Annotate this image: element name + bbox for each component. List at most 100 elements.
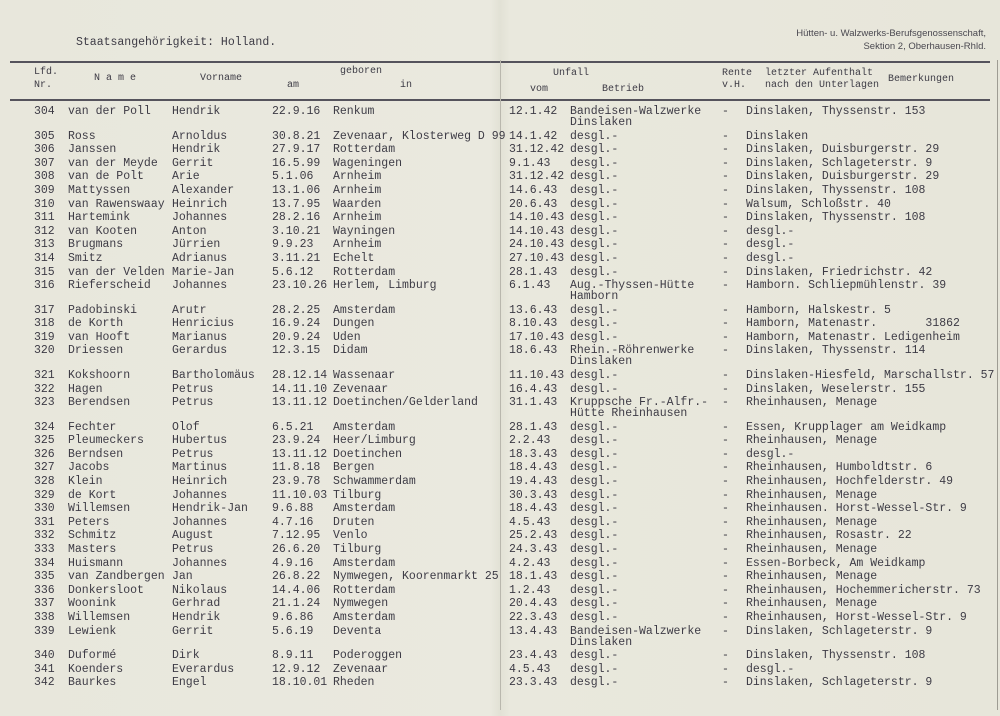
cell-nr: 309	[34, 183, 55, 197]
cell-nr: 331	[34, 515, 55, 529]
cell-name: Klein	[68, 475, 103, 488]
cell-in: Deventa	[333, 624, 382, 638]
cell-name: Jacobs	[68, 461, 110, 475]
cell-vom: 18.1.43	[509, 570, 558, 584]
cell-aufenthalt: Rheinhausen, Menage	[746, 434, 878, 448]
table-row: 331 Peters Johannes 4.7.16 Druten 4.5.43 desgl…	[0, 515, 1000, 531]
cell-in: Rotterdam	[333, 143, 396, 157]
cell-vom: 17.10.43	[509, 330, 565, 344]
cell-vom: 12.1.42	[509, 105, 558, 118]
cell-nr: 318	[34, 317, 55, 331]
cell-vorname: August	[172, 529, 214, 543]
cell-in: Amsterdam	[333, 556, 396, 570]
cell-in: Amsterdam	[333, 502, 396, 516]
cell-am: 14.11.10	[272, 382, 328, 396]
cell-in: Arnheim	[333, 183, 382, 197]
cell-in: Rheden	[333, 676, 375, 690]
cell-in: Tilburg	[333, 543, 382, 556]
cell-am: 8.9.11	[272, 649, 314, 663]
table-row: 314 Smitz Adrianus 3.11.21 Echelt 27.10.43 des…	[0, 251, 1000, 267]
cell-betrieb-line2: Dinslaken	[570, 116, 633, 129]
cell-nr: 339	[34, 624, 55, 638]
cell-name: Koenders	[68, 662, 124, 676]
cell-nr: 307	[34, 156, 55, 170]
cell-betrieb: desgl.-	[570, 303, 619, 317]
cell-am: 13.11.12	[272, 396, 328, 410]
cell-am: 9.6.88	[272, 502, 314, 516]
cell-betrieb: desgl.-	[570, 317, 619, 331]
cell-betrieb: desgl.-	[570, 662, 619, 676]
cell-nr: 304	[34, 105, 55, 118]
cell-name: van Kooten	[68, 224, 138, 238]
cell-name: van der Meyde	[68, 156, 158, 170]
cell-betrieb: Aug.-Thyssen-Hütte	[570, 279, 695, 293]
cell-name: Ross	[68, 129, 96, 143]
cell-vorname: Johannes	[172, 556, 228, 570]
cell-in: Dungen	[333, 317, 375, 331]
cell-betrieb: desgl.-	[570, 224, 619, 238]
cell-in: Nymwegen, Koorenmarkt 25	[333, 570, 499, 584]
cell-vorname: Hendrik	[172, 105, 221, 118]
cell-aufenthalt: Hamborn, Matenastr. Ledigenheim	[746, 330, 960, 344]
cell-in: Schwammerdam	[333, 475, 416, 488]
cell-vom: 24.10.43	[509, 238, 565, 252]
cell-vom: 18.3.43	[509, 447, 558, 461]
cell-vom: 23.3.43	[509, 676, 558, 690]
table-row: 322 Hagen Petrus 14.11.10 Zevenaar 16.4.43 des…	[0, 382, 1000, 398]
cell-vom: 20.4.43	[509, 597, 558, 611]
table-row: 308 van de Polt Arie 5.1.06 Arnheim 31.12.42 d…	[0, 171, 1000, 185]
cell-vorname: Gerardus	[172, 344, 228, 358]
cell-in: Bergen	[333, 461, 375, 475]
cell-in: Rotterdam	[333, 265, 396, 279]
cell-rente: -	[722, 434, 729, 448]
cell-vorname: Olof	[172, 420, 200, 434]
cell-vorname: Petrus	[172, 382, 214, 396]
cell-rente: -	[722, 543, 729, 556]
cell-nr: 305	[34, 129, 55, 143]
cell-aufenthalt: Dinslaken, Schlageterstr. 9	[746, 156, 933, 170]
cell-aufenthalt: Dinslaken, Weselerstr. 155	[746, 382, 926, 396]
cell-rente: -	[722, 447, 729, 461]
cell-name: Baurkes	[68, 676, 117, 690]
cell-am: 4.9.16	[272, 556, 314, 570]
cell-vom: 14.1.42	[509, 129, 558, 143]
cell-aufenthalt: Essen, Krupplager am Weidkamp	[746, 420, 947, 434]
cell-aufenthalt: Hamborn, Halskestr. 5	[746, 303, 891, 317]
table-row: 329 de Kort Johannes 11.10.03 Tilburg 30.3.43…	[0, 489, 1000, 504]
table-row: 311 Hartemink Johannes 28.2.16 Arnheim 14.10.…	[0, 212, 1000, 226]
table-row: 316 Rieferscheid Johannes 23.10.26 Herlem, L…	[0, 280, 1000, 305]
cell-betrieb: desgl.-	[570, 143, 619, 157]
cell-aufenthalt: Dinslaken, Thyssenstr. 108	[746, 183, 926, 197]
cell-rente: -	[722, 170, 729, 184]
cell-vom: 18.6.43	[509, 344, 558, 358]
cell-name: Rieferscheid	[68, 279, 151, 293]
cell-am: 26.8.22	[272, 570, 321, 584]
cell-in: Herlem, Limburg	[333, 279, 437, 293]
cell-name: van der Poll	[68, 105, 151, 118]
col-geboren: geboren	[340, 66, 383, 77]
table-row: 342 Baurkes Engel 18.10.01 Rheden 23.3.43 desg…	[0, 677, 1000, 691]
cell-aufenthalt: desgl.-	[746, 662, 795, 676]
cell-rente: -	[722, 570, 729, 584]
cell-name: Brugmans	[68, 238, 124, 252]
cell-aufenthalt: Dinslaken-Hiesfeld, Marschallstr. 57	[746, 368, 995, 382]
cell-in: Poderoggen	[333, 649, 403, 663]
cell-am: 9.9.23	[272, 238, 314, 252]
cell-rente: -	[722, 251, 729, 265]
nationality-heading: Staatsangehörigkeit: Holland.	[76, 36, 277, 49]
cell-in: Doetinchen	[333, 447, 403, 461]
cell-name: Lewienk	[68, 624, 117, 638]
cell-nr: 320	[34, 344, 55, 358]
cell-name: Mattyssen	[68, 183, 131, 197]
cell-name: van Zandbergen	[68, 570, 165, 584]
cell-vom: 22.3.43	[509, 611, 558, 624]
cell-vom: 25.2.43	[509, 529, 558, 543]
table-row: 306 Janssen Hendrik 27.9.17 Rotterdam 31.12.4…	[0, 144, 1000, 158]
institution-stamp: Hütten- u. Walzwerks-Berufsgenossenschaf…	[796, 27, 986, 53]
table-row: 327 Jacobs Martinus 11.8.18 Bergen 18.4.43 des…	[0, 462, 1000, 476]
cell-nr: 335	[34, 570, 55, 584]
cell-am: 5.1.06	[272, 170, 314, 184]
cell-aufenthalt: Rheinhausen, Horst-Wessel-Str. 9	[746, 611, 967, 624]
cell-nr: 337	[34, 597, 55, 611]
cell-name: van der Velden	[68, 265, 165, 279]
